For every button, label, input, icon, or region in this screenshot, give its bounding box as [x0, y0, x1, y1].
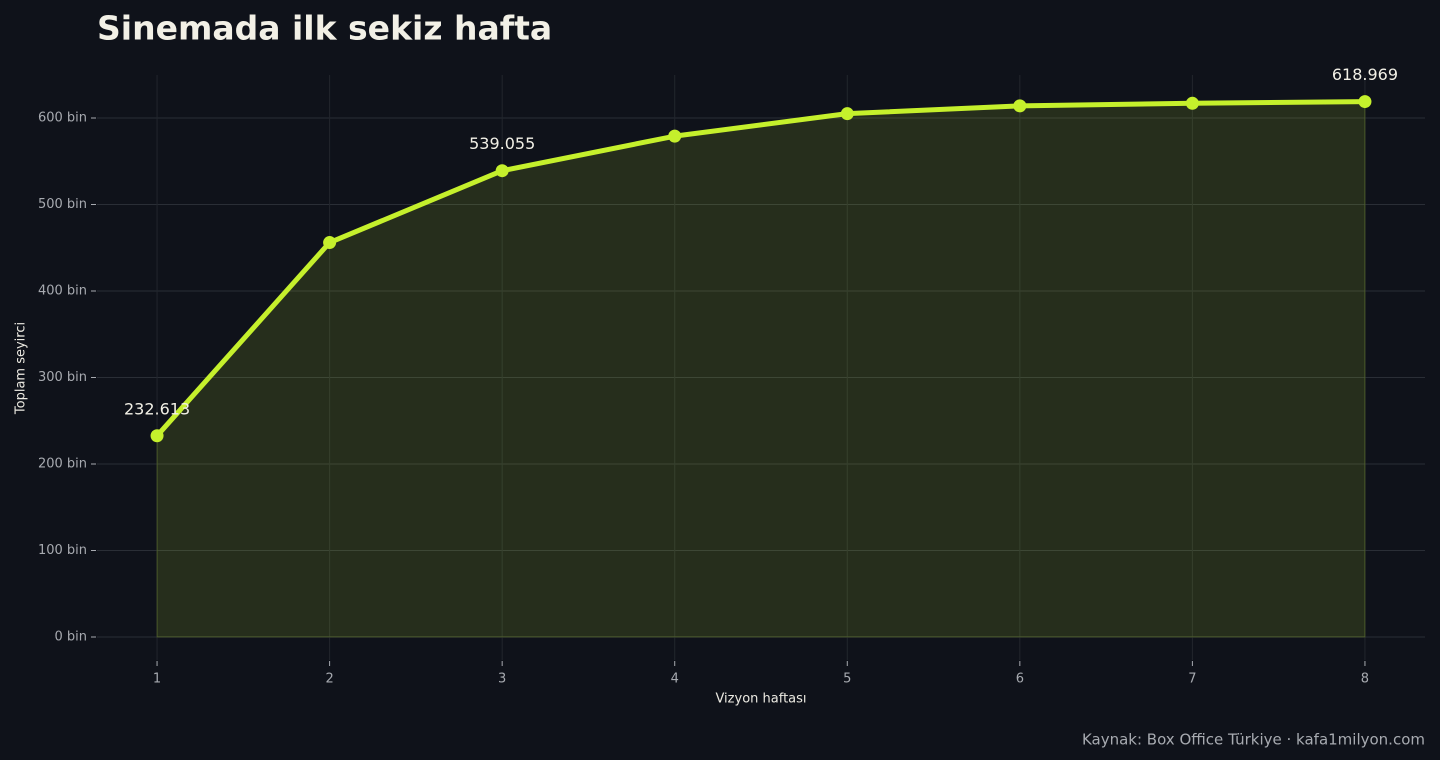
area [156, 101, 1366, 638]
x-tick-label: 7 [1188, 672, 1196, 687]
point [150, 429, 164, 443]
value-label: 618.969 [1332, 65, 1398, 84]
point [1185, 96, 1199, 110]
x-tick-label: 5 [843, 672, 851, 687]
line [155, 99, 1365, 438]
y-tick-label: 400 bin [38, 283, 87, 298]
point [323, 236, 337, 250]
x-axis-label: Vizyon haftası [715, 692, 806, 707]
source: Kaynak: Box Office Türkiye · kafa1milyon… [1082, 731, 1425, 749]
point [1013, 99, 1027, 113]
y-tick-label: 100 bin [38, 543, 87, 558]
point [840, 107, 854, 121]
y-tick-label: 600 bin [38, 110, 87, 125]
value-label: 232.613 [124, 399, 190, 418]
point [1358, 95, 1372, 109]
x-tick-label: 4 [671, 672, 679, 687]
y-axis-label: Toplam seyirci [14, 322, 29, 415]
y-tick-label: 300 bin [38, 370, 87, 385]
chart-title: Sinemada ilk sekiz hafta [97, 9, 552, 48]
x-tick-label: 2 [325, 672, 333, 687]
point [495, 164, 509, 178]
point [668, 129, 682, 143]
x-tick-label: 3 [498, 672, 506, 687]
y-tick-label: 500 bin [38, 197, 87, 212]
x-tick-label: 6 [1016, 672, 1024, 687]
y-tick-label: 200 bin [38, 456, 87, 471]
x-tick-label: 1 [153, 672, 161, 687]
x-tick-label: 8 [1361, 672, 1369, 687]
y-tick-label: 0 bin [54, 629, 87, 644]
value-label: 539.055 [469, 134, 535, 153]
